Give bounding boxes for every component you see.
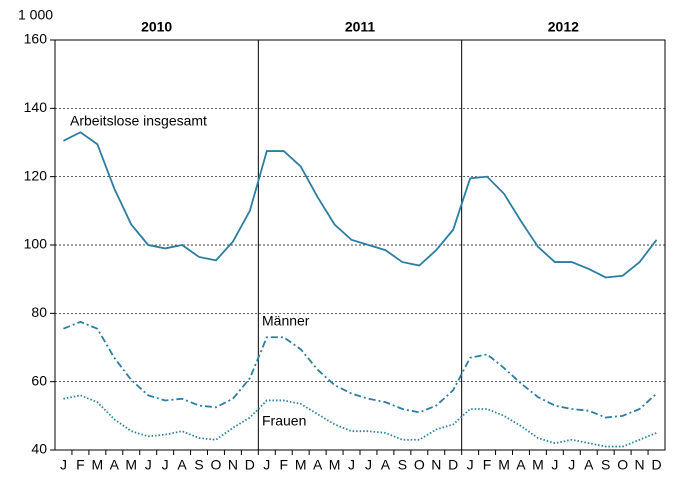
x-tick-label: O xyxy=(211,457,222,473)
x-tick-label: S xyxy=(194,457,203,473)
x-tick-label: O xyxy=(414,457,425,473)
series-label: Frauen xyxy=(262,413,306,429)
series-line xyxy=(63,394,657,448)
x-tick-label: A xyxy=(516,457,526,473)
x-tick-label: M xyxy=(329,457,341,473)
x-tick-label: J xyxy=(60,457,67,473)
x-tick-label: S xyxy=(398,457,407,473)
year-label: 2011 xyxy=(345,19,376,35)
x-tick-label: J xyxy=(551,457,558,473)
x-tick-label: M xyxy=(532,457,544,473)
y-tick-label: 140 xyxy=(24,99,48,115)
x-tick-label: J xyxy=(348,457,355,473)
x-tick-label: D xyxy=(448,457,458,473)
x-tick-label: J xyxy=(145,457,152,473)
x-tick-label: D xyxy=(651,457,661,473)
x-tick-label: A xyxy=(110,457,120,473)
y-tick-label: 40 xyxy=(31,441,47,457)
x-tick-label: D xyxy=(245,457,255,473)
year-label: 2012 xyxy=(548,19,579,35)
x-tick-label: F xyxy=(279,457,288,473)
x-tick-label: F xyxy=(483,457,492,473)
x-tick-label: N xyxy=(228,457,238,473)
y-tick-label: 80 xyxy=(31,304,47,320)
x-tick-label: J xyxy=(568,457,575,473)
y-tick-label: 160 xyxy=(24,31,48,47)
y-tick-label: 60 xyxy=(31,372,47,388)
series-label: Männer xyxy=(262,313,310,329)
x-tick-label: A xyxy=(177,457,187,473)
x-tick-label: M xyxy=(125,457,137,473)
year-label: 2010 xyxy=(141,19,172,35)
x-tick-label: N xyxy=(635,457,645,473)
x-tick-label: O xyxy=(617,457,628,473)
x-tick-label: S xyxy=(601,457,610,473)
y-unit: 1 000 xyxy=(18,7,53,23)
x-tick-label: A xyxy=(584,457,594,473)
x-tick-label: A xyxy=(381,457,391,473)
y-tick-label: 120 xyxy=(24,167,48,183)
x-tick-label: J xyxy=(365,457,372,473)
x-tick-label: N xyxy=(431,457,441,473)
x-tick-label: J xyxy=(467,457,474,473)
x-tick-label: M xyxy=(92,457,104,473)
x-tick-label: A xyxy=(313,457,323,473)
x-tick-label: J xyxy=(162,457,169,473)
x-tick-label: M xyxy=(498,457,510,473)
y-tick-label: 100 xyxy=(24,236,48,252)
series-label: Arbeitslose insgesamt xyxy=(70,113,207,129)
series-line xyxy=(63,131,658,279)
series-line xyxy=(63,320,658,419)
x-tick-label: F xyxy=(76,457,85,473)
x-tick-label: J xyxy=(263,457,270,473)
x-tick-label: M xyxy=(295,457,307,473)
